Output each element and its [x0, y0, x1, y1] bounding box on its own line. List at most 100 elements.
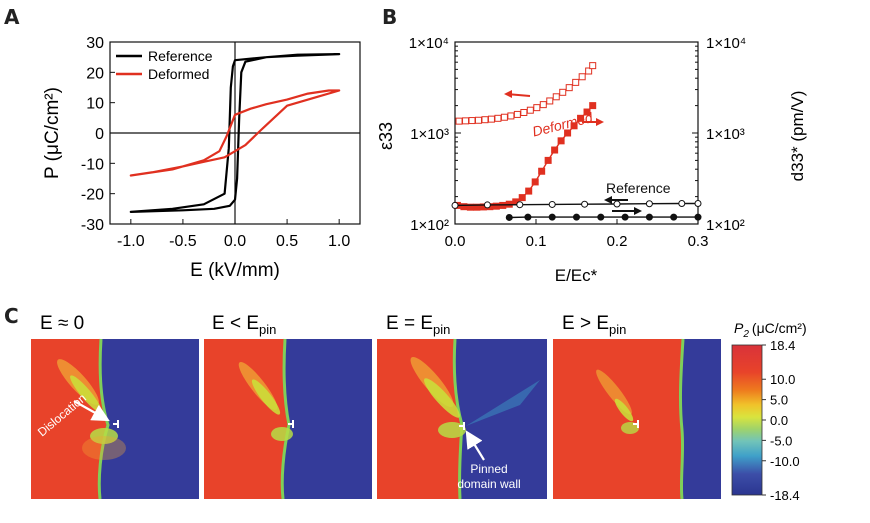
series-0-point: [566, 85, 572, 91]
series-0-point: [540, 102, 546, 108]
deformed-annotation: Deformed: [531, 109, 596, 140]
y-tick-label: 10: [86, 96, 104, 113]
x-tick-label: -1.0: [117, 233, 145, 250]
panel-a-y-label: P (μC/cm²): [42, 87, 63, 179]
series-1-point: [519, 195, 525, 201]
colorbar-ticks: 18.410.05.00.0-5.0-10.0-18.4: [762, 338, 800, 503]
frame-1-map: Dislocation: [31, 339, 199, 499]
x-tick-label: 0.0: [224, 233, 246, 250]
colorbar-tick-label: -10.0: [770, 454, 800, 469]
x-tick-label: 1.0: [328, 233, 350, 250]
series-3-point: [622, 214, 628, 220]
series-3-point: [506, 214, 512, 220]
series-0-point: [495, 115, 501, 121]
y-tick-label-right: 1×10³: [706, 126, 745, 143]
panel-a-x-label: E (kV/mm): [190, 260, 280, 281]
reference-left-arrowhead: [604, 196, 612, 204]
series-0-point: [547, 98, 553, 104]
y-tick-label: 20: [86, 65, 104, 82]
y-tick-label: 30: [86, 35, 104, 52]
series-1-point: [545, 157, 551, 163]
panel-c-letter: C: [4, 304, 19, 328]
series-3-point: [695, 214, 701, 220]
colorbar: P2(μC/cm²) 18.410.05.00.0-5.0-10.0-18.4: [732, 320, 807, 503]
x-tick-label: 0.5: [276, 233, 298, 250]
panel-b-letter: B: [382, 5, 397, 29]
series-0-point: [463, 118, 469, 124]
series-0-point: [553, 94, 559, 100]
frame-1-title: E ≈ 0: [40, 313, 84, 334]
y-tick-label: 0: [95, 126, 104, 143]
frame-4-map: [553, 339, 721, 499]
series-0-point: [560, 89, 566, 95]
series-2-point: [646, 201, 652, 207]
y-tick-label-left: 1×10²: [410, 217, 449, 234]
series-2-point: [452, 202, 458, 208]
series-0-point: [475, 117, 481, 123]
colorbar-tick-label: 5.0: [770, 393, 788, 408]
deformed-left-arrowhead: [504, 90, 512, 98]
x-tick-label: 0.1: [526, 233, 547, 250]
x-tick-label: 0.3: [688, 233, 709, 250]
series-0-point: [488, 116, 494, 122]
colorbar-tick-label: 10.0: [770, 372, 795, 387]
series-2-point: [679, 200, 685, 206]
series-2-point: [517, 202, 523, 208]
colorbar-tick-label: 0.0: [770, 413, 788, 428]
series-1-point: [558, 138, 564, 144]
colorbar-scale: [732, 345, 762, 495]
series-0-point: [573, 79, 579, 85]
colorbar-tick-label: 18.4: [770, 338, 795, 353]
series-1-point: [532, 179, 538, 185]
series-3-point: [671, 214, 677, 220]
y-tick-label: -10: [81, 156, 104, 173]
x-tick-label: 0.2: [607, 233, 628, 250]
y-tick-label: -30: [81, 217, 104, 234]
series-0-point: [590, 63, 596, 69]
panel-a-letter: A: [4, 5, 20, 29]
x-tick-label: -0.5: [169, 233, 197, 250]
series-0-point: [469, 118, 475, 124]
colorbar-title: P2(μC/cm²): [734, 320, 807, 340]
series-2-point: [582, 201, 588, 207]
panel-b-y-label-left: ε33: [376, 122, 396, 150]
series-3-point: [598, 214, 604, 220]
series-0-point: [579, 74, 585, 80]
series-1-point: [590, 103, 596, 109]
panel-b-plot-frame: [455, 42, 698, 224]
panel-b-series: [452, 63, 701, 221]
x-tick-label: 0.0: [445, 233, 466, 250]
series-0-point: [482, 117, 488, 123]
series-0-point: [527, 107, 533, 113]
series-3-point: [646, 214, 652, 220]
series-0-point: [456, 118, 462, 124]
series-0-point: [534, 105, 540, 111]
y-tick-label-right: 1×10⁴: [706, 35, 746, 52]
series-3-point: [525, 214, 531, 220]
series-1-point: [552, 147, 558, 153]
series-0-point: [521, 109, 527, 115]
y-tick-label-right: 1×10²: [706, 217, 745, 234]
reference-right-arrowhead: [634, 207, 642, 215]
y-tick-label: -20: [81, 187, 104, 204]
colorbar-tick-label: -18.4: [770, 488, 800, 503]
frame-3-map: Pinned domain wall: [377, 339, 547, 499]
reference-annotation: Reference: [606, 180, 671, 196]
series-1-point: [539, 168, 545, 174]
panel-c-figure: E ≈ 0 E < Epin E = Epin E > Epin Disloca…: [31, 313, 807, 503]
series-3-point: [574, 214, 580, 220]
frame-4-title: E > Epin: [562, 313, 626, 337]
panel-b-x-label: E/Ec*: [555, 266, 598, 285]
series-3-point: [549, 214, 555, 220]
y-tick-label-left: 1×10⁴: [409, 35, 449, 52]
y-tick-label-left: 1×10³: [410, 126, 449, 143]
series-0-point: [514, 111, 520, 117]
series-2-point: [549, 201, 555, 207]
series-1-point: [493, 203, 499, 209]
frame-2-map: [204, 339, 372, 499]
pinned-label-line-1: Pinned: [470, 462, 507, 476]
series-1-point: [526, 188, 532, 194]
legend-label-deformed: Deformed: [148, 66, 209, 82]
